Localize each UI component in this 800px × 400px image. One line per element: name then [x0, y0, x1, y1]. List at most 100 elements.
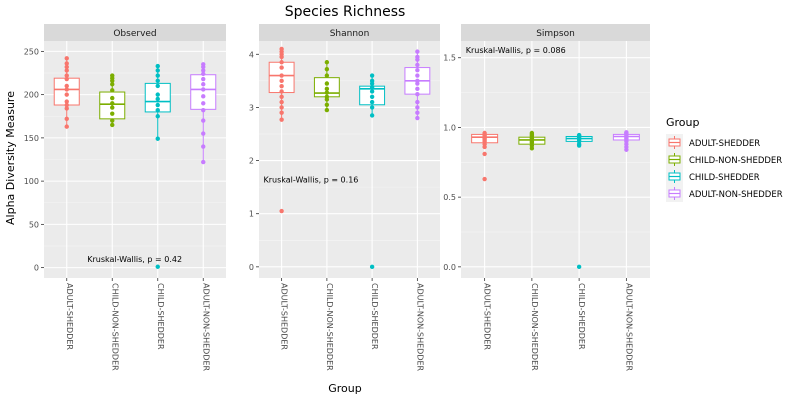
box-adult-shedder [471, 130, 499, 182]
data-point [155, 136, 160, 141]
data-point [64, 76, 69, 82]
data-point [64, 56, 69, 61]
box-child-shedder [359, 73, 386, 270]
data-point [324, 107, 330, 113]
data-point [110, 122, 115, 128]
data-point [201, 159, 206, 165]
data-point [279, 73, 284, 78]
data-point [279, 60, 284, 65]
facet-strip-label: Shannon [330, 29, 370, 39]
box-adult-shedder [53, 56, 80, 129]
y-axis-title: Alpha Diversity Measure [4, 91, 17, 225]
x-tick-label: CHILD-SHEDDER [370, 283, 379, 350]
data-point [369, 264, 375, 270]
data-point [155, 63, 160, 69]
facet-strip [259, 24, 440, 41]
data-point [201, 101, 206, 106]
data-point [415, 62, 420, 68]
data-point [369, 81, 375, 86]
data-point [64, 87, 69, 92]
data-point [482, 176, 487, 182]
data-point [279, 208, 284, 214]
y-tick-label: 0 [249, 263, 254, 272]
data-point [64, 83, 69, 89]
data-point [624, 147, 629, 152]
x-tick-label: CHILD-SHEDDER [577, 283, 586, 350]
data-point [415, 73, 420, 78]
data-point [64, 64, 69, 70]
data-point [482, 144, 487, 150]
data-point [529, 146, 535, 151]
kruskal-wallis-annotation: Kruskal-Wallis, p = 0.42 [87, 255, 182, 264]
data-point [201, 76, 206, 82]
data-point [64, 124, 69, 129]
data-point [64, 102, 69, 108]
data-point [369, 89, 375, 94]
data-point [415, 57, 420, 62]
x-tick-label: CHILD-SHEDDER [156, 283, 165, 350]
data-point [369, 105, 375, 110]
data-point [369, 99, 375, 105]
data-point [415, 110, 420, 115]
x-tick-label: ADULT-SHEDDER [483, 283, 492, 350]
chart-title: Species Richness [285, 4, 406, 20]
data-point [279, 65, 284, 70]
data-point [201, 64, 206, 70]
legend: Group ADULT-SHEDDER CHILD-NON-SHEDDER CHILD… [666, 116, 783, 202]
y-tick-label: 0 [34, 264, 39, 273]
data-point [201, 94, 206, 99]
facet-strip [461, 24, 650, 41]
box-adult-non-shedder [190, 62, 217, 165]
data-point [415, 68, 420, 73]
data-point [415, 81, 420, 86]
data-point [201, 71, 206, 77]
data-point [64, 92, 69, 97]
data-point [64, 106, 69, 111]
data-point [415, 86, 420, 92]
data-point [324, 81, 330, 86]
y-tick-label: 4 [249, 50, 254, 59]
data-point [369, 85, 375, 90]
data-point [155, 83, 160, 89]
legend-entry: CHILD-NON-SHEDDER [666, 151, 782, 168]
facet-strip-label: Observed [113, 29, 156, 39]
x-tick-label: CHILD-NON-SHEDDER [110, 283, 119, 371]
data-point [324, 86, 330, 92]
data-point [110, 78, 115, 83]
data-point [279, 54, 284, 60]
box-child-non-shedder [518, 130, 546, 151]
x-tick-label: CHILD-NON-SHEDDER [530, 283, 539, 371]
data-point [155, 264, 160, 269]
data-point [415, 49, 420, 54]
box-adult-non-shedder [404, 49, 431, 121]
data-point [201, 68, 206, 73]
y-tick-label: 1 [249, 210, 254, 219]
data-point [324, 97, 330, 102]
data-point [64, 68, 69, 73]
kruskal-wallis-annotation: Kruskal-Wallis, p = 0.086 [466, 46, 566, 55]
box-child-shedder [144, 63, 171, 269]
legend-entry-label: ADULT-NON-SHEDDER [689, 190, 783, 200]
box-child-non-shedder [313, 60, 340, 113]
data-point [201, 144, 206, 149]
box-adult-non-shedder [612, 130, 640, 152]
x-tick-label: ADULT-NON-SHEDDER [415, 283, 424, 372]
legend-entry-label: CHILD-SHEDDER [689, 173, 760, 183]
data-point [155, 68, 160, 73]
data-point [155, 96, 160, 102]
data-point [155, 114, 160, 119]
panel-observed: Observed 0 50 100 150 200 250 ADULT-SHEDDER CHIL… [24, 24, 226, 372]
y-tick-label: 3 [249, 103, 254, 112]
legend-entry: ADULT-NON-SHEDDER [666, 185, 783, 202]
data-point [110, 88, 115, 93]
data-point [279, 94, 284, 99]
data-point [155, 78, 160, 83]
kruskal-wallis-annotation: Kruskal-Wallis, p = 0.16 [264, 175, 359, 184]
data-point [324, 90, 330, 95]
data-point [369, 113, 375, 118]
data-point [155, 102, 160, 108]
data-point [64, 116, 69, 122]
data-point [369, 73, 375, 78]
panel-simpson: Simpson 0.0 0.5 1.0 1.5 ADULT-SHEDDER CHILD-NO… [443, 24, 650, 372]
legend-entry-label: CHILD-NON-SHEDDER [689, 156, 782, 166]
